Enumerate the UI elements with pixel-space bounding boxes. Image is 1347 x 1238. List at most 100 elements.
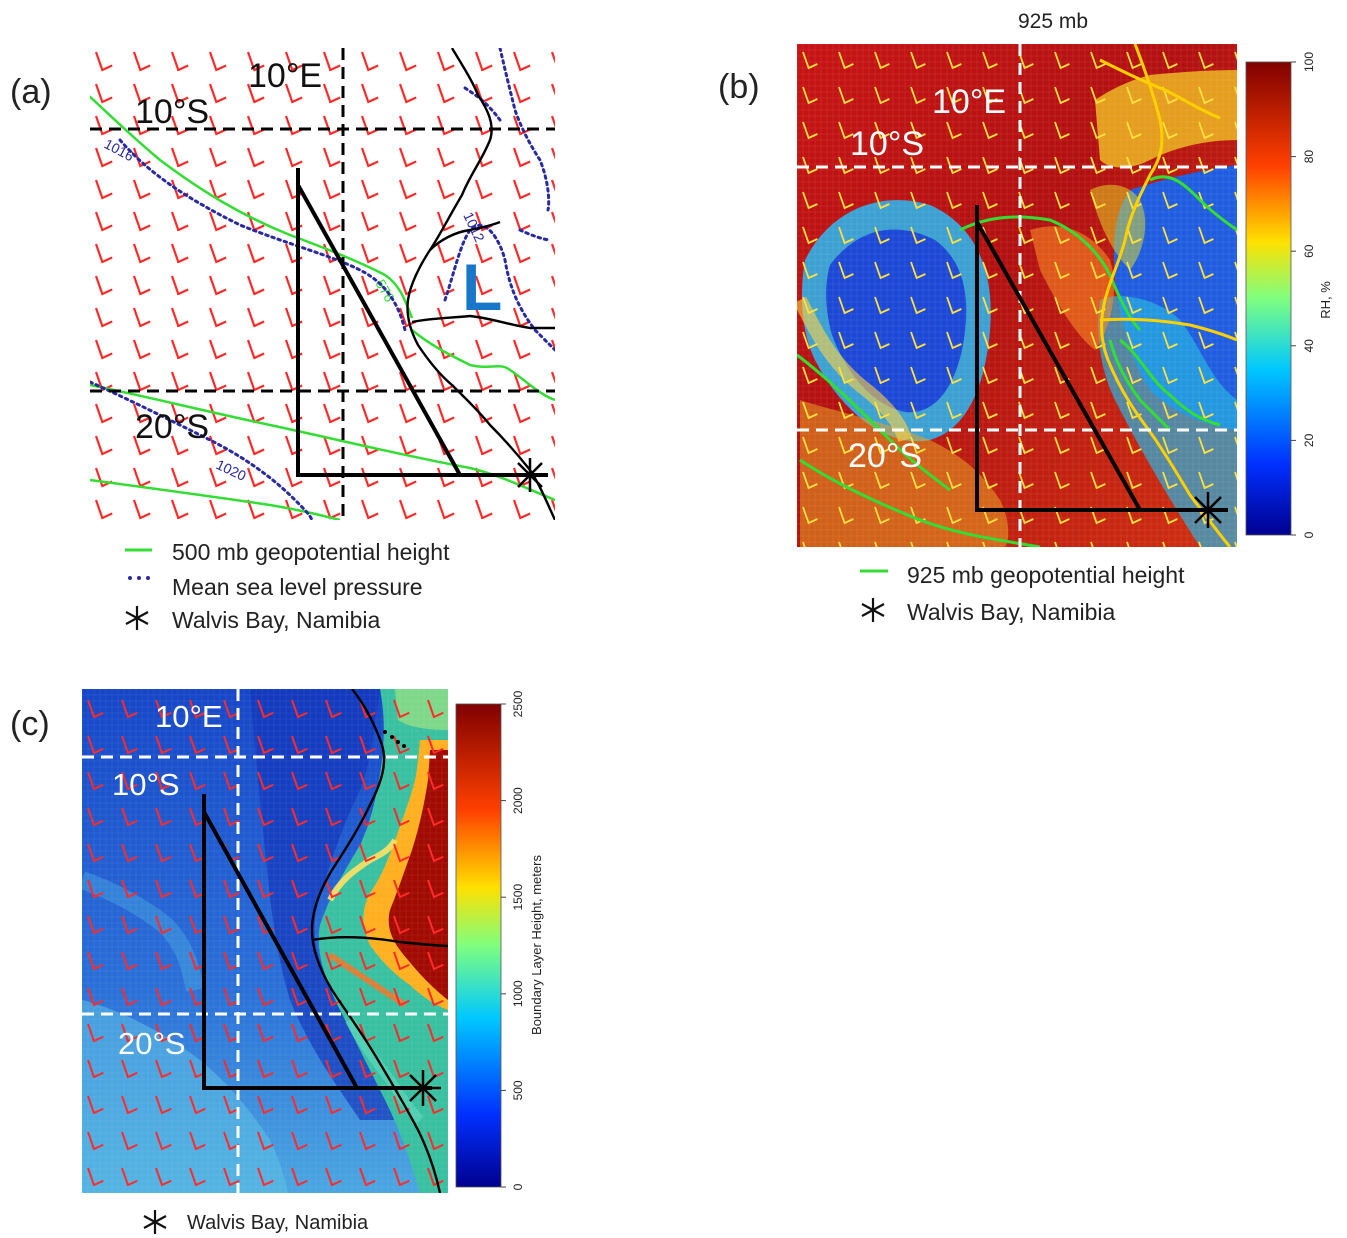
wind-barb [393,807,410,827]
wind-barb [802,51,818,70]
wind-barb [1234,401,1237,411]
wind-barb [284,83,303,104]
wind-barb [427,735,444,755]
wind-barb [436,83,455,104]
wind-barb [910,51,926,70]
wind-barb [393,1167,410,1187]
wind-barb [910,261,926,280]
wind-barb [322,83,341,104]
wind-barb [257,1131,274,1151]
wind-barb [1090,86,1106,105]
wind-barb [246,371,265,392]
wind-barb [427,951,444,971]
wind-barb [436,499,455,520]
panel-a-wind-barbs [94,51,555,520]
wind-barb [427,915,444,935]
wind-barb [87,987,104,1007]
wind-barb [1162,226,1178,245]
wind-barb [246,435,265,456]
wind-barb [427,879,444,899]
wind-barb [1234,506,1237,516]
wind-barb [291,987,308,1007]
wind-barb [474,339,493,360]
wind-barb [1054,86,1070,105]
wind-barb [550,339,555,352]
wind-barb [170,147,189,168]
wind-barb [1054,506,1070,525]
panel-a-low-pressure-label: L [462,250,502,324]
wind-barb [223,1059,240,1079]
wind-barb [1234,226,1237,236]
wind-barb [838,296,854,315]
wind-barb [359,879,376,899]
wind-barb [291,735,308,755]
wind-barb [155,699,172,719]
wind-barb [360,211,379,232]
wind-barb [121,879,138,899]
wind-barb [1198,296,1214,315]
wind-barb [1162,51,1178,70]
wind-barb [208,147,227,168]
wind-barb [284,147,303,168]
wind-barb [94,243,113,264]
wind-barb [398,83,417,104]
wind-barb [94,435,113,456]
wind-barb [223,1023,240,1043]
panel-c-coast-dots [383,730,406,748]
wind-barb [223,1095,240,1115]
wind-barb [802,401,818,420]
wind-barb [1162,191,1178,210]
panel-c-colorbar-ticks: 0 500 1000 1500 2000 2500 [501,690,525,1190]
wind-barb [436,403,455,424]
wind-barb [1234,261,1237,271]
wind-barb [170,115,189,136]
wind-barb [838,366,854,385]
wind-barb [291,1095,308,1115]
wind-barb [512,179,531,200]
wind-barb [393,915,410,935]
wind-barb [436,51,455,72]
wind-barb [874,296,890,315]
wind-barb [1162,506,1178,525]
panel-c-wind-barbs [87,699,444,1187]
wind-barb [359,699,376,719]
wind-barb [982,506,998,525]
wind-barb [1018,51,1034,70]
wind-barb [87,843,104,863]
wind-barb [1126,121,1142,140]
wind-barb [322,339,341,360]
panel-c-map: 10°E 10°S 20°S [82,689,448,1193]
wind-barb [1198,121,1214,140]
wind-barb [94,275,113,296]
wind-barb [910,436,926,455]
wind-barb [1090,226,1106,245]
colorbar-tick-label: 1000 [511,980,525,1007]
wind-barb [427,1167,444,1187]
wind-barb [360,275,379,296]
wind-barb [121,699,138,719]
wind-barb [1162,156,1178,175]
wind-barb [155,1059,172,1079]
wind-barb [398,499,417,520]
wind-barb [427,1023,444,1043]
panel-a-height-contours [90,95,555,520]
wind-barb [1162,331,1178,350]
wind-barb [1090,436,1106,455]
panel-a-lat-north-label: 10°S [135,93,209,131]
wind-barb [398,403,417,424]
wind-barb [322,435,341,456]
wind-barb [359,1167,376,1187]
wind-barb [155,951,172,971]
panel-c-colorbar-label: Boundary Layer Height, meters [529,855,544,1035]
wind-barb [474,499,493,520]
panel-a-coastline [406,48,555,520]
wind-barb [946,226,962,245]
wind-barb [94,499,113,520]
wind-barb [1126,506,1142,525]
wind-barb [322,211,341,232]
wind-barb [802,261,818,280]
wind-barb [359,1131,376,1151]
wind-barb [1234,471,1237,481]
wind-barb [94,403,113,424]
wind-barb [360,83,379,104]
